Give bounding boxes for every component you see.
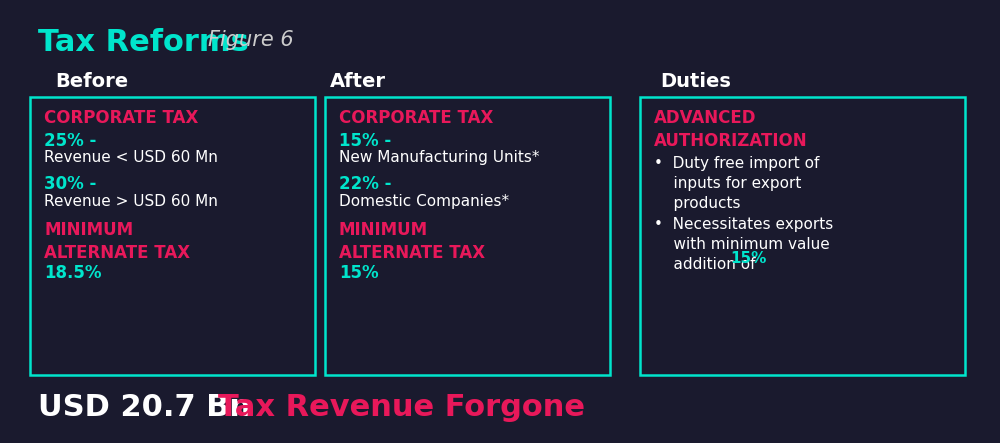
Text: New Manufacturing Units*: New Manufacturing Units*: [339, 150, 540, 165]
Text: Before: Before: [55, 72, 128, 91]
Text: MINIMUM
ALTERNATE TAX: MINIMUM ALTERNATE TAX: [339, 221, 485, 262]
Text: Duties: Duties: [660, 72, 731, 91]
Text: Tax Reforms: Tax Reforms: [38, 28, 249, 57]
Text: ADVANCED
AUTHORIZATION: ADVANCED AUTHORIZATION: [654, 109, 808, 150]
FancyBboxPatch shape: [640, 97, 965, 375]
Text: Figure 6: Figure 6: [208, 30, 294, 50]
Text: 15%: 15%: [730, 252, 766, 266]
Text: 15%: 15%: [339, 264, 379, 282]
Text: •  Necessitates exports
    with minimum value
    addition of: • Necessitates exports with minimum valu…: [654, 218, 833, 272]
Text: 30% -: 30% -: [44, 175, 96, 193]
Text: USD 20.7 Bn: USD 20.7 Bn: [38, 393, 262, 422]
Text: 18.5%: 18.5%: [44, 264, 102, 282]
Text: Revenue < USD 60 Mn: Revenue < USD 60 Mn: [44, 150, 218, 165]
Text: 25% -: 25% -: [44, 132, 96, 150]
FancyBboxPatch shape: [30, 97, 315, 375]
Text: Domestic Companies*: Domestic Companies*: [339, 194, 509, 209]
Text: CORPORATE TAX: CORPORATE TAX: [339, 109, 493, 127]
Text: 22% -: 22% -: [339, 175, 392, 193]
Text: Tax Revenue Forgone: Tax Revenue Forgone: [218, 393, 585, 422]
Text: After: After: [330, 72, 386, 91]
Text: 15% -: 15% -: [339, 132, 391, 150]
Text: •  Duty free import of
    inputs for export
    products: • Duty free import of inputs for export …: [654, 156, 819, 211]
Text: Revenue > USD 60 Mn: Revenue > USD 60 Mn: [44, 194, 218, 209]
Text: CORPORATE TAX: CORPORATE TAX: [44, 109, 198, 127]
FancyBboxPatch shape: [325, 97, 610, 375]
Text: MINIMUM
ALTERNATE TAX: MINIMUM ALTERNATE TAX: [44, 221, 190, 262]
